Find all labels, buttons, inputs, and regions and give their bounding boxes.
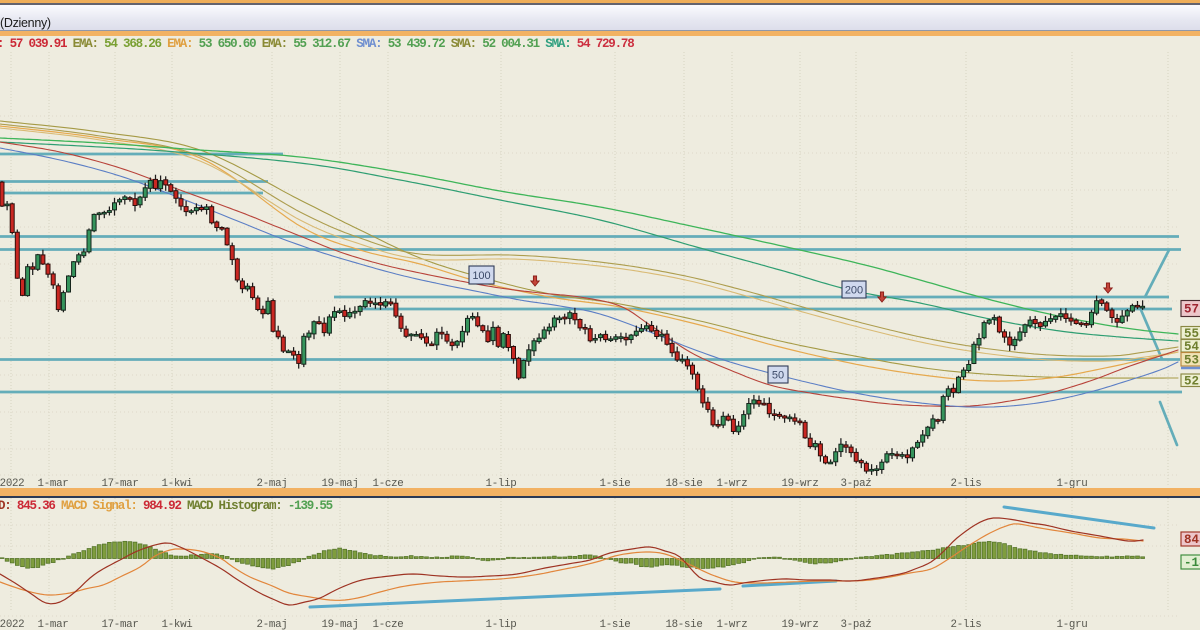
svg-text:1-cze: 1-cze bbox=[373, 478, 404, 490]
svg-text:1-mar: 1-mar bbox=[38, 619, 69, 630]
svg-text:1-cze: 1-cze bbox=[373, 619, 404, 630]
svg-text:50: 50 bbox=[772, 369, 784, 381]
svg-text:-13: -13 bbox=[1184, 556, 1200, 570]
svg-text:1-lip: 1-lip bbox=[486, 478, 517, 490]
svg-text:2022: 2022 bbox=[0, 619, 24, 630]
svg-text:18-sie: 18-sie bbox=[665, 478, 702, 490]
svg-text:1-sie: 1-sie bbox=[600, 619, 631, 630]
svg-text:19-wrz: 19-wrz bbox=[781, 619, 818, 630]
svg-text:2-maj: 2-maj bbox=[257, 478, 288, 490]
svg-text:57: 57 bbox=[1184, 303, 1199, 317]
svg-text:19-maj: 19-maj bbox=[321, 619, 358, 630]
svg-text:19-wrz: 19-wrz bbox=[781, 478, 818, 490]
svg-text:18-sie: 18-sie bbox=[665, 619, 702, 630]
svg-text:1-gru: 1-gru bbox=[1057, 478, 1088, 490]
svg-text:3-paź: 3-paź bbox=[841, 478, 872, 490]
svg-text:1-mar: 1-mar bbox=[38, 478, 69, 490]
svg-text:1-kwi: 1-kwi bbox=[162, 478, 193, 490]
svg-text:2022: 2022 bbox=[0, 478, 24, 490]
svg-text:3-paź: 3-paź bbox=[841, 619, 872, 630]
svg-text:1-lip: 1-lip bbox=[486, 619, 517, 630]
svg-text:845: 845 bbox=[1184, 533, 1200, 547]
svg-text:1-sie: 1-sie bbox=[600, 478, 631, 490]
svg-text:52: 52 bbox=[1184, 374, 1199, 388]
svg-text:55: 55 bbox=[1184, 327, 1199, 341]
svg-text:2-maj: 2-maj bbox=[257, 619, 288, 630]
svg-text:1-gru: 1-gru bbox=[1057, 619, 1088, 630]
svg-text:200: 200 bbox=[845, 284, 863, 296]
svg-text:1-wrz: 1-wrz bbox=[717, 478, 748, 490]
svg-text:17-mar: 17-mar bbox=[101, 478, 138, 490]
svg-text:17-mar: 17-mar bbox=[101, 619, 138, 630]
svg-text:54: 54 bbox=[1184, 340, 1200, 354]
svg-text:19-maj: 19-maj bbox=[321, 478, 358, 490]
svg-text:D: 845.36 MACD Signal: 984.92: D: 845.36 MACD Signal: 984.92 MACD Histo… bbox=[0, 499, 333, 513]
svg-text:1-kwi: 1-kwi bbox=[162, 619, 193, 630]
svg-text:2-lis: 2-lis bbox=[951, 478, 982, 490]
svg-text:1-wrz: 1-wrz bbox=[717, 619, 748, 630]
svg-text:: 57 039.91 EMA: 54 368.26 EMA: : 57 039.91 EMA: 54 368.26 EMA: 53 650.6… bbox=[0, 37, 634, 51]
svg-text:2-lis: 2-lis bbox=[951, 619, 982, 630]
svg-text:53: 53 bbox=[1184, 353, 1199, 367]
svg-text:100: 100 bbox=[472, 270, 490, 282]
